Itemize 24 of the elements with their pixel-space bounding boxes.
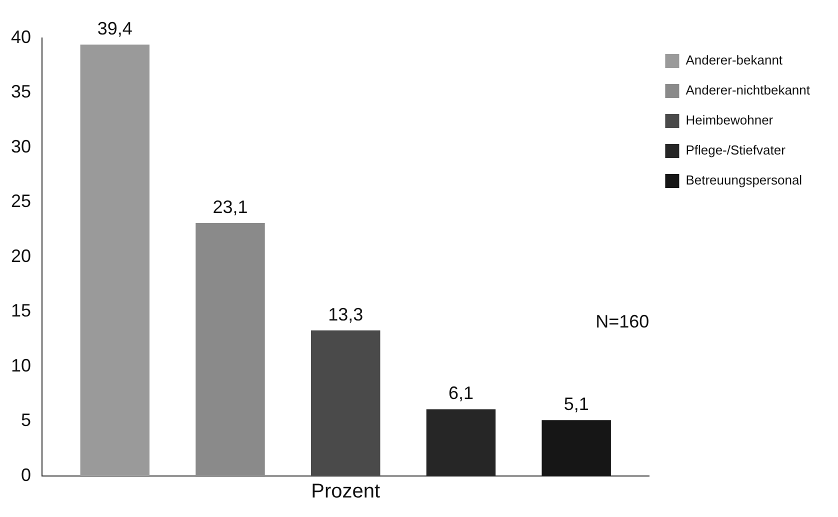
y-tick-label: 30 [10, 136, 32, 156]
data-label: 5,1 [564, 394, 589, 414]
bar [80, 44, 150, 476]
y-tick-label: 40 [10, 26, 32, 47]
legend-label: Heimbewohner [686, 112, 774, 128]
y-tick-label: 10 [10, 355, 32, 376]
bar [311, 330, 380, 476]
y-tick-label: 20 [10, 246, 32, 266]
data-label: 39,4 [97, 18, 132, 39]
y-tick-label: 5 [21, 410, 32, 430]
y-tick-label: 15 [10, 300, 32, 321]
data-label: 6,1 [448, 383, 474, 404]
y-tick-label: 35 [10, 82, 32, 102]
y-tick-label: 0 [21, 464, 32, 485]
bar [196, 223, 265, 476]
data-label: 13,3 [328, 304, 364, 324]
annotation: N=160 [596, 312, 650, 332]
legend-label: Pflege-/Stiefvater [686, 142, 786, 158]
legend-label: Anderer-nichtbekannt [686, 82, 810, 98]
data-label: 23,1 [212, 197, 248, 218]
legend-label: Anderer-bekannt [686, 52, 783, 68]
x-axis-title: Prozent [311, 480, 381, 503]
legend-label: Betreuungspersonal [686, 172, 802, 188]
y-tick-label: 25 [10, 191, 32, 212]
